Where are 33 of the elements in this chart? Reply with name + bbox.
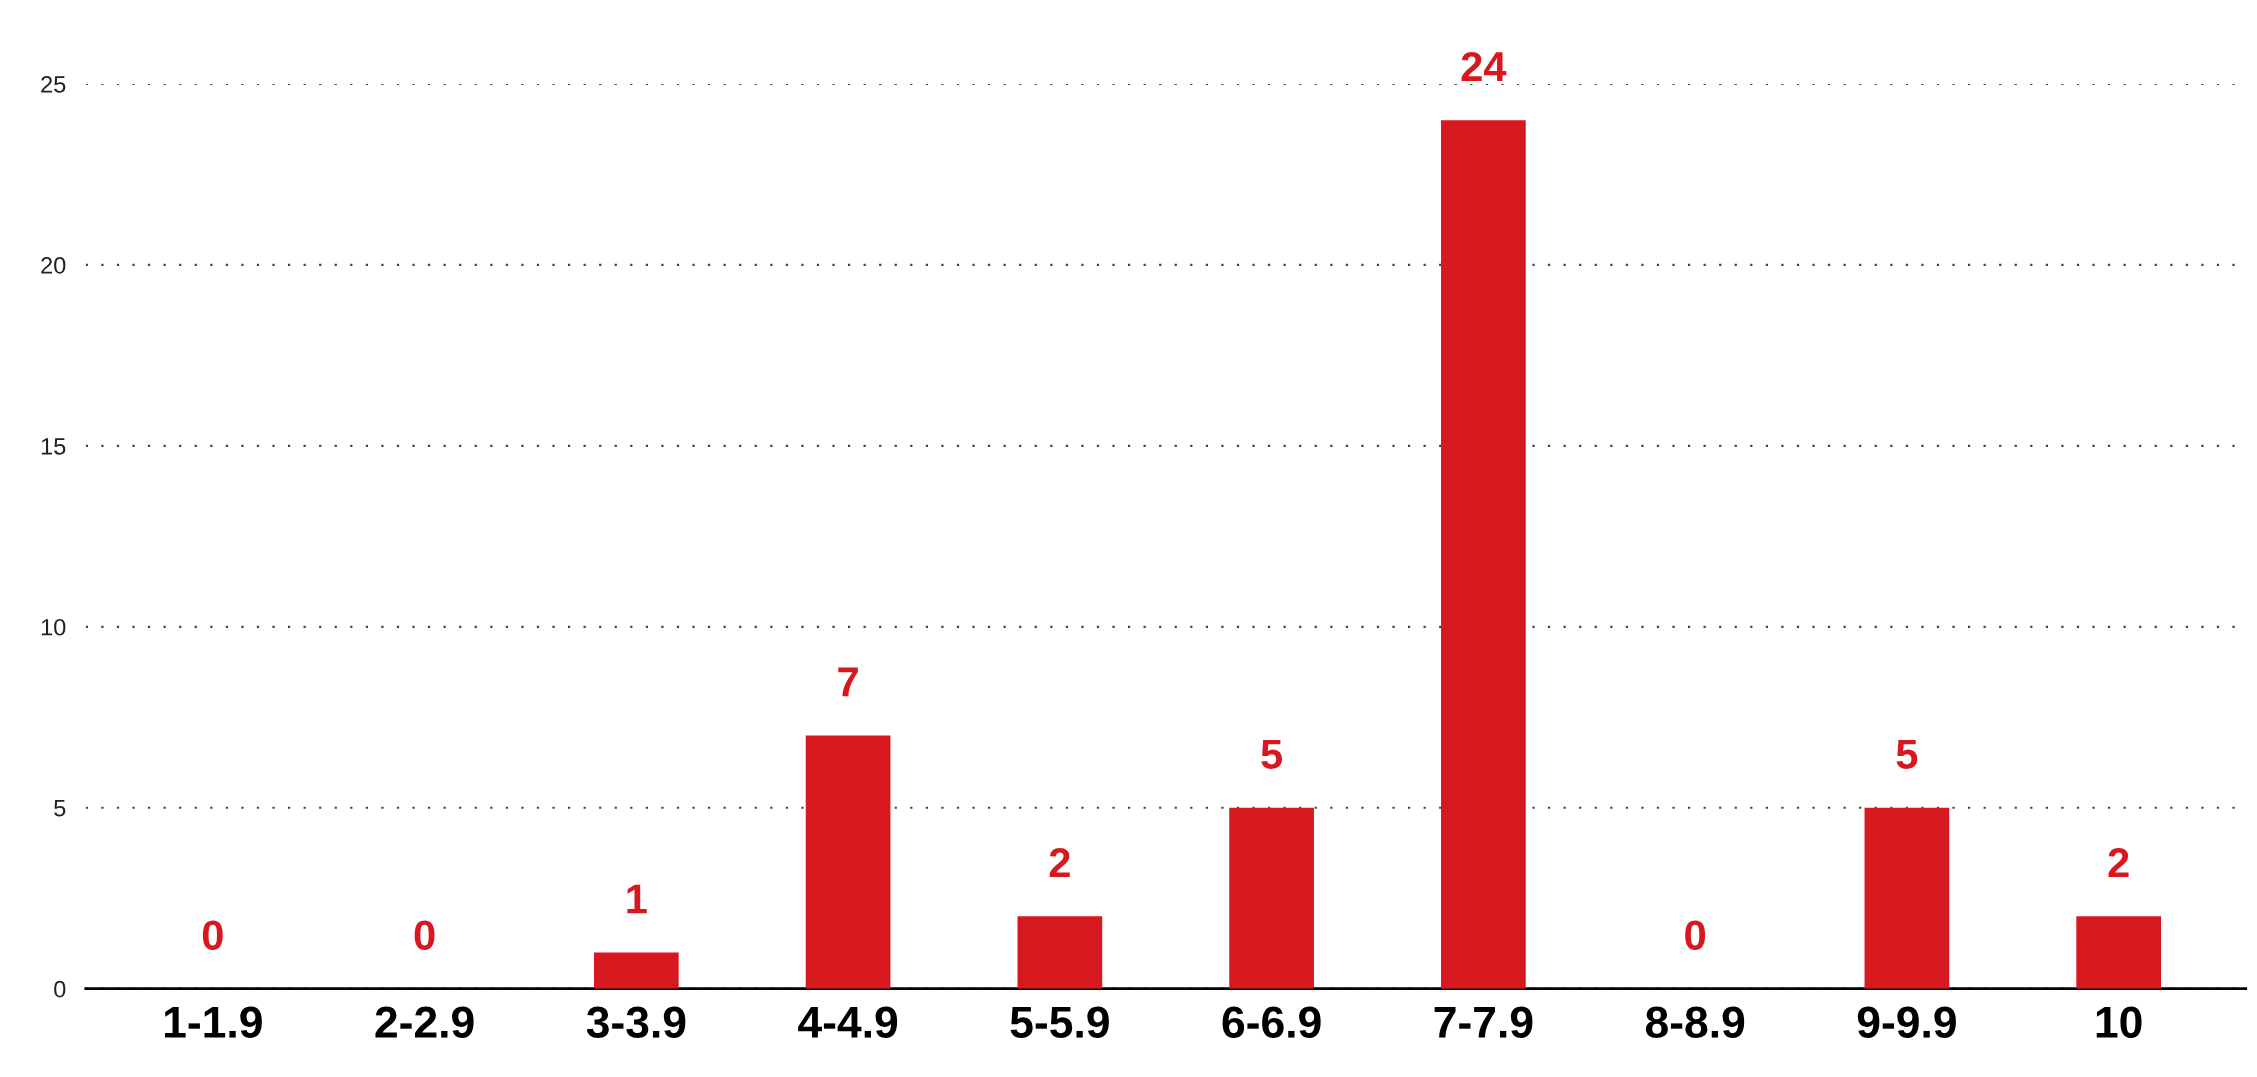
x-tick-label: 9-9.9 bbox=[1857, 1006, 1956, 1038]
x-tick-label: 5-5.9 bbox=[1010, 1006, 1109, 1038]
data-label: 2 bbox=[2108, 848, 2129, 878]
x-tick-label: 10 bbox=[2096, 1006, 2142, 1038]
x-tick-label: 8-8.9 bbox=[1645, 1006, 1745, 1038]
y-tick-label: 10 bbox=[41, 618, 66, 636]
data-label: 5 bbox=[1896, 739, 1918, 769]
x-tick-label: 2-2.9 bbox=[375, 1006, 474, 1038]
x-tick-label: 4-4.9 bbox=[798, 1006, 898, 1038]
data-label: 1 bbox=[627, 884, 647, 914]
data-label: 24 bbox=[1461, 51, 1507, 81]
x-tick-label: 3-3.9 bbox=[586, 1006, 686, 1039]
bar bbox=[1229, 807, 1314, 989]
data-label: 0 bbox=[1685, 920, 1706, 950]
data-label: 5 bbox=[1261, 739, 1283, 769]
bar bbox=[805, 735, 891, 989]
y-tick-label: 15 bbox=[41, 438, 66, 455]
y-tick-label: 5 bbox=[54, 800, 66, 817]
bar bbox=[1864, 807, 1950, 989]
bar bbox=[2076, 916, 2162, 989]
data-label: 7 bbox=[838, 667, 858, 697]
data-label: 0 bbox=[414, 920, 435, 950]
x-tick-label: 6-6.9 bbox=[1222, 1006, 1321, 1038]
y-tick-label: 20 bbox=[41, 257, 66, 274]
y-tick-label: 25 bbox=[41, 76, 66, 93]
bar bbox=[1441, 120, 1526, 989]
data-label: 2 bbox=[1049, 848, 1070, 878]
bar bbox=[1017, 916, 1103, 989]
y-tick-label: 0 bbox=[54, 980, 66, 998]
data-label: 0 bbox=[202, 920, 223, 950]
x-tick-label: 7-7.9 bbox=[1434, 1006, 1533, 1038]
bar bbox=[593, 952, 679, 989]
x-tick-label: 1-1.9 bbox=[164, 1006, 262, 1038]
